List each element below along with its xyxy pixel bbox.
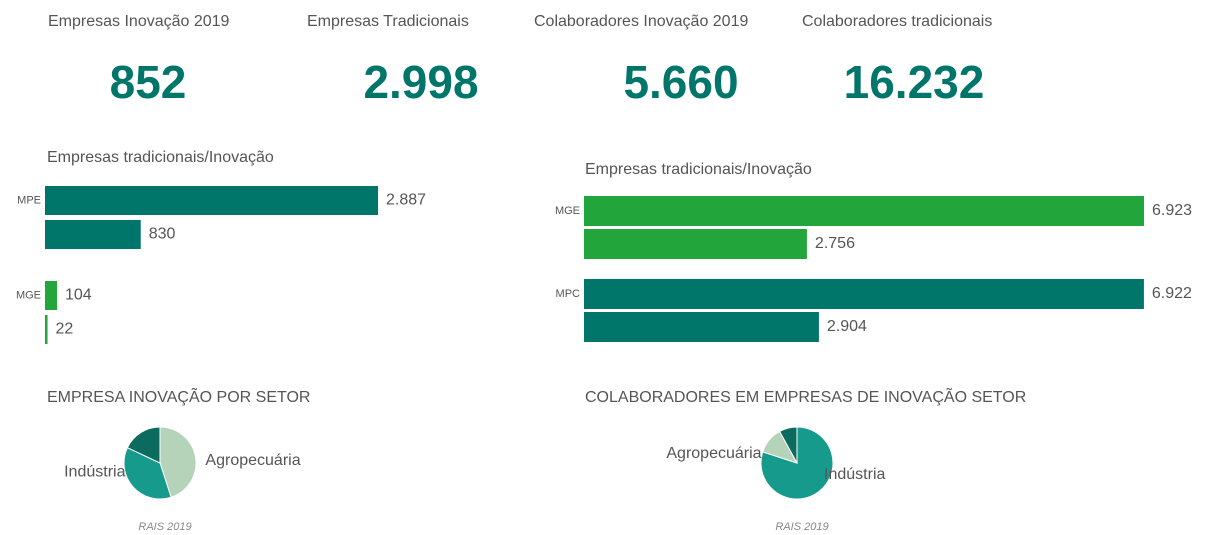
kpi-label: Colaboradores Inovação 2019: [534, 13, 748, 30]
value-label: 6.923: [1152, 202, 1192, 219]
chart-title: Empresas tradicionais/Inovação: [585, 161, 812, 178]
note: RAIS 2019: [138, 521, 191, 533]
pie-label: Agropecuária: [666, 445, 761, 462]
value-label: 830: [149, 226, 176, 243]
chart-title: EMPRESA INOVAÇÃO POR SETOR: [47, 386, 310, 406]
kpi-label: Colaboradores tradicionais: [802, 13, 992, 30]
chart-title: COLABORADORES EM EMPRESAS DE INOVAÇÃO SE…: [585, 386, 1026, 406]
kpi-value: 2.998: [363, 56, 478, 108]
value-label: 22: [56, 321, 74, 338]
chart-title: Empresas tradicionais/Inovação: [47, 149, 274, 166]
pie-slice: [126, 426, 161, 464]
bar: [584, 312, 819, 342]
value-label: 2.887: [386, 192, 426, 209]
pie-slice: [778, 426, 798, 464]
bar: [45, 220, 141, 249]
kpi-label: Empresas Inovação 2019: [48, 13, 230, 30]
kpi-label: Empresas Tradicionais: [307, 13, 469, 30]
bar: [45, 281, 57, 310]
category-label: MPC: [556, 288, 581, 300]
value-label: 2.756: [815, 235, 855, 252]
pie-label: Indústria: [824, 466, 885, 483]
kpi-value: 852: [110, 56, 187, 108]
pie-label: Agropecuária: [205, 452, 300, 469]
category-label: MPE: [17, 194, 41, 206]
bar: [45, 186, 378, 215]
kpi-value: 5.660: [623, 56, 738, 108]
bar: [584, 279, 1144, 309]
bar: [584, 229, 807, 259]
value-label: 6.922: [1152, 285, 1192, 302]
pie-slice: [159, 426, 197, 498]
bar: [45, 315, 48, 344]
value-label: 2.904: [827, 318, 867, 335]
note: RAIS 2019: [775, 521, 828, 533]
kpi-value: 16.232: [844, 56, 985, 108]
category-label: MGE: [16, 289, 41, 301]
value-label: 104: [65, 287, 92, 304]
pie-slice: [123, 447, 172, 500]
category-label: MGE: [555, 205, 580, 217]
bar: [584, 196, 1144, 226]
pie-label: Indústria: [64, 464, 125, 481]
